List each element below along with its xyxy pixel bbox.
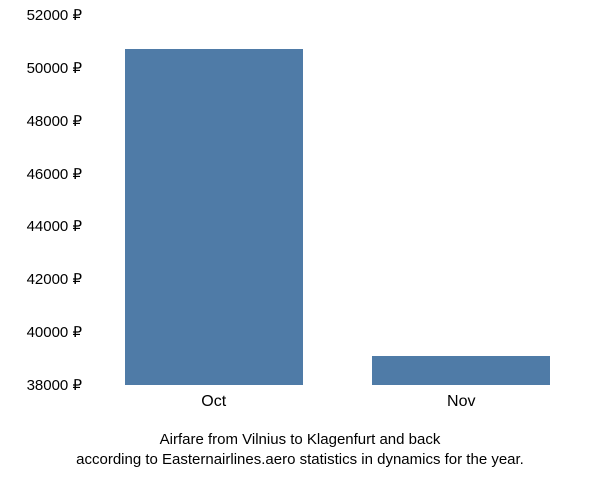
y-tick-label: 44000 ₽ (27, 217, 90, 235)
x-tick-label: Oct (201, 385, 226, 411)
y-tick-label: 46000 ₽ (27, 165, 90, 183)
x-tick-label: Nov (447, 385, 475, 411)
y-tick-label: 52000 ₽ (27, 6, 90, 24)
y-tick-label: 48000 ₽ (27, 112, 90, 130)
y-tick-label: 50000 ₽ (27, 59, 90, 77)
chart-caption: Airfare from Vilnius to Klagenfurt and b… (0, 430, 600, 471)
y-tick-label: 38000 ₽ (27, 376, 90, 394)
y-tick-label: 42000 ₽ (27, 270, 90, 288)
airfare-bar-chart: 38000 ₽ 40000 ₽ 42000 ₽ 44000 ₽ 46000 ₽ 48000… (0, 0, 600, 500)
bar-nov (372, 356, 550, 385)
plot-area: 38000 ₽40000 ₽42000 ₽44000 ₽46000 ₽48000… (90, 15, 585, 385)
bar-oct (125, 49, 303, 385)
y-tick-label: 40000 ₽ (27, 323, 90, 341)
